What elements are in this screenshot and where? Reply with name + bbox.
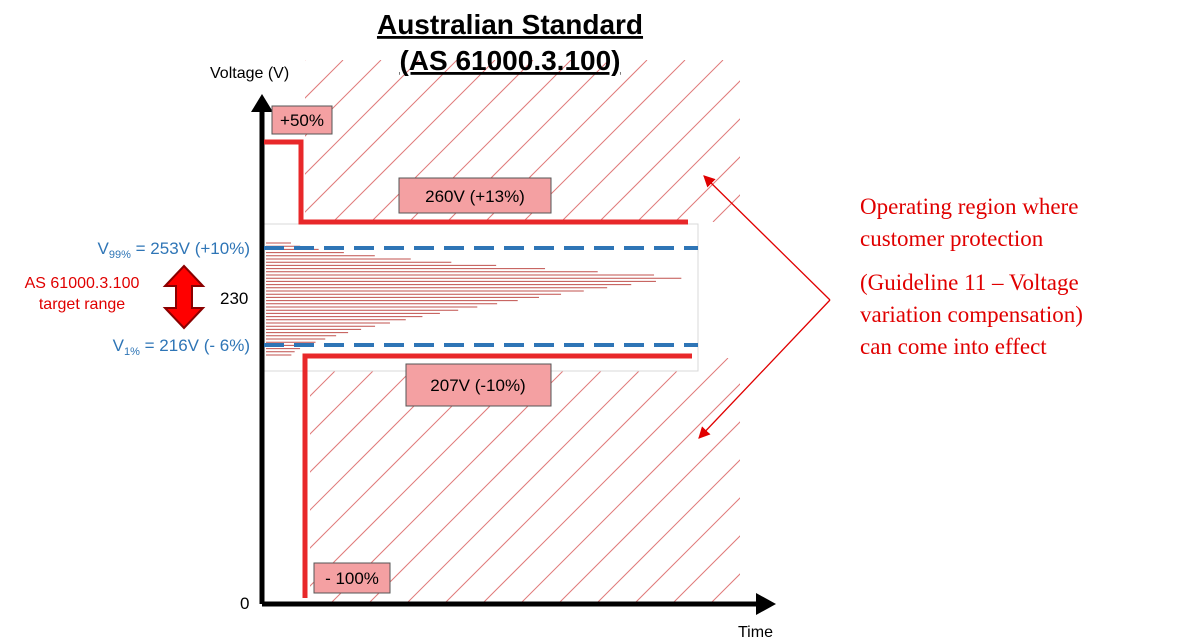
hatch-line (310, 358, 349, 605)
limit-lines (264, 139, 692, 598)
axes (251, 94, 776, 615)
annotation-line-2: customer protection (860, 226, 1044, 251)
hatch-line (556, 358, 740, 605)
hatch-line (708, 358, 740, 605)
hatch-line (674, 60, 740, 222)
hatch-line (305, 60, 382, 222)
title-line-1: Australian Standard (377, 9, 643, 40)
plus50-label: +50% (280, 111, 324, 130)
hatch-line (785, 358, 1032, 605)
hatch-line (480, 358, 729, 605)
title-line-2: (AS 61000.3.100) (399, 45, 620, 76)
lower-hatch-region (310, 358, 1184, 605)
nominal-label: 230 (220, 289, 248, 308)
hatch-line (937, 358, 1184, 605)
annotation-arrow-lower (698, 299, 831, 439)
hatch-line (370, 60, 534, 222)
hatch-line (305, 60, 458, 222)
v99-label: V99% = 253V (+10%) (98, 239, 250, 261)
x-axis-label: Time (738, 624, 773, 641)
v1-label: V1% = 216V (- 6%) (113, 336, 250, 358)
annotation-arrow-upper (703, 175, 831, 301)
lower-limit-line (302, 353, 692, 598)
hatch-line (305, 60, 420, 222)
hatch-line (899, 358, 1146, 605)
hatch-line (366, 358, 615, 605)
target-range-double-arrow-icon (162, 264, 206, 330)
hatch-line (823, 358, 1070, 605)
lower-limit-box: 207V (-10%) (405, 363, 552, 407)
x-axis-arrow-icon (756, 593, 776, 615)
hatch-line (747, 358, 994, 605)
hatch-line (636, 60, 740, 222)
hatch-line (310, 358, 311, 605)
target-range-line-2: target range (39, 296, 125, 313)
hatch-line (598, 60, 740, 222)
minus100-box: - 100% (313, 562, 391, 594)
target-range-line-1: AS 61000.3.100 (25, 275, 140, 292)
hatch-line (670, 358, 740, 605)
hatch-line (442, 358, 691, 605)
annotation-line-5: can come into effect (860, 334, 1047, 359)
hatch-line (310, 358, 425, 605)
hatch-line (632, 358, 740, 605)
annotation-line-3: (Guideline 11 – Voltage (860, 270, 1079, 295)
minus100-label: - 100% (325, 569, 379, 588)
hatch-line (518, 358, 740, 605)
hatch-line (305, 60, 344, 222)
zero-label: 0 (240, 594, 249, 613)
upper-limit-box: 260V (+13%) (398, 177, 552, 214)
hatch-line (975, 358, 1184, 605)
operating-region-annotation: Operating region where customer protecti… (860, 194, 1083, 359)
hatch-line (560, 60, 724, 222)
annotation-line-4: variation compensation) (860, 302, 1083, 327)
hatch-line (861, 358, 1108, 605)
upper-limit-label: 260V (+13%) (425, 187, 525, 206)
hatch-line (404, 358, 653, 605)
voltage-distribution (266, 242, 682, 356)
y-axis-label: Voltage (V) (210, 65, 289, 82)
annotation-line-1: Operating region where (860, 194, 1078, 219)
lower-limit-label: 207V (-10%) (430, 376, 525, 395)
upper-limit-line (264, 139, 688, 225)
hatch-line (332, 60, 496, 222)
hatch-line (310, 358, 387, 605)
plus50-box: +50% (271, 105, 333, 135)
hatch-line (594, 358, 740, 605)
y-axis-arrow-icon (251, 94, 273, 112)
